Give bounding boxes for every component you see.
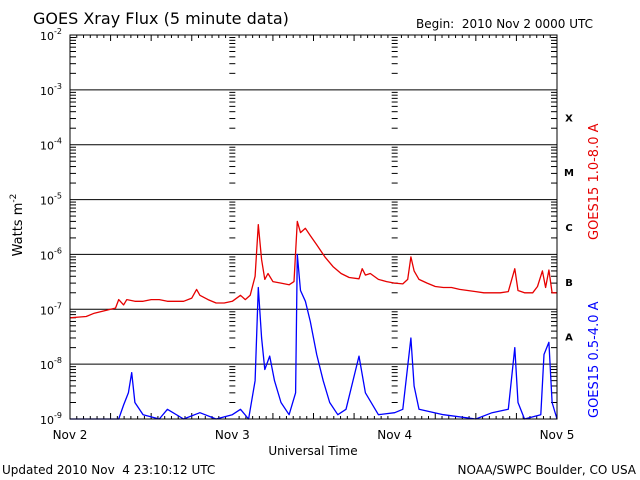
y-tick-mantissa: 10: [40, 140, 54, 153]
y-tick-mantissa: 10: [40, 359, 54, 372]
gridlines: [70, 35, 557, 419]
y-tick-mantissa: 10: [40, 414, 54, 427]
y-tick-mantissa: 10: [40, 30, 54, 43]
y-tick-label: 10-2: [40, 27, 62, 43]
x-axis-title: Universal Time: [268, 444, 357, 458]
y-tick-exponent: -4: [54, 137, 62, 146]
y-tick-label: 10-6: [40, 246, 62, 262]
flare-class-B: B: [565, 278, 573, 289]
y-tick-exponent: -7: [54, 301, 62, 310]
series-lines: [69, 220, 558, 420]
y-tick-label: 10-7: [40, 301, 62, 317]
series-line-1: [70, 253, 558, 420]
y-tick-exponent: -9: [54, 411, 62, 420]
y-axis-title-exponent: -2: [9, 194, 19, 203]
y-tick-label: 10-4: [40, 137, 62, 153]
y-tick-exponent: -6: [54, 246, 62, 255]
updated-label: Updated 2010 Nov 4 23:10:12 UTC: [2, 463, 215, 477]
x-tick-label: Nov 4: [377, 428, 412, 442]
y-tick-label: 10-8: [40, 356, 62, 372]
flare-class-A: A: [565, 333, 573, 344]
flare-class-labels: X M C B A: [564, 113, 574, 343]
y-tick-mantissa: 10: [40, 85, 54, 98]
begin-label: Begin: 2010 Nov 2 0000 UTC: [416, 17, 593, 31]
y-tick-mantissa: 10: [40, 249, 54, 262]
flare-class-M: M: [564, 168, 574, 179]
plot-frame: [69, 34, 558, 420]
series-label-long: GOES15 1.0-8.0 A: [587, 123, 602, 240]
flare-class-C: C: [565, 223, 572, 234]
y-tick-label: 10-9: [40, 411, 62, 427]
x-axis-labels: Nov 2 Nov 3 Nov 4 Nov 5: [53, 428, 575, 442]
y-tick-exponent: -8: [54, 356, 62, 365]
y-tick-label: 10-3: [40, 82, 62, 98]
x-tick-label: Nov 2: [53, 428, 88, 442]
chart-title: GOES Xray Flux (5 minute data): [33, 9, 289, 28]
flare-class-X: X: [565, 113, 573, 124]
x-tick-label: Nov 3: [215, 428, 250, 442]
series-label-short: GOES15 0.5-4.0 A: [587, 301, 602, 418]
y-tick-exponent: -2: [54, 27, 62, 36]
y-axis-title-text: Watts m: [11, 203, 26, 257]
y-axis-title: Watts m-2: [9, 194, 26, 257]
series-line-0: [69, 220, 557, 319]
y-tick-mantissa: 10: [40, 195, 54, 208]
credit-label: NOAA/SWPC Boulder, CO USA: [458, 463, 637, 477]
y-axis-labels: 10-210-310-410-510-610-710-810-9: [40, 27, 62, 427]
y-tick-label: 10-5: [40, 192, 62, 208]
y-tick-mantissa: 10: [40, 304, 54, 317]
y-tick-exponent: -5: [54, 192, 62, 201]
y-tick-exponent: -3: [54, 82, 62, 91]
x-tick-label: Nov 5: [540, 428, 575, 442]
